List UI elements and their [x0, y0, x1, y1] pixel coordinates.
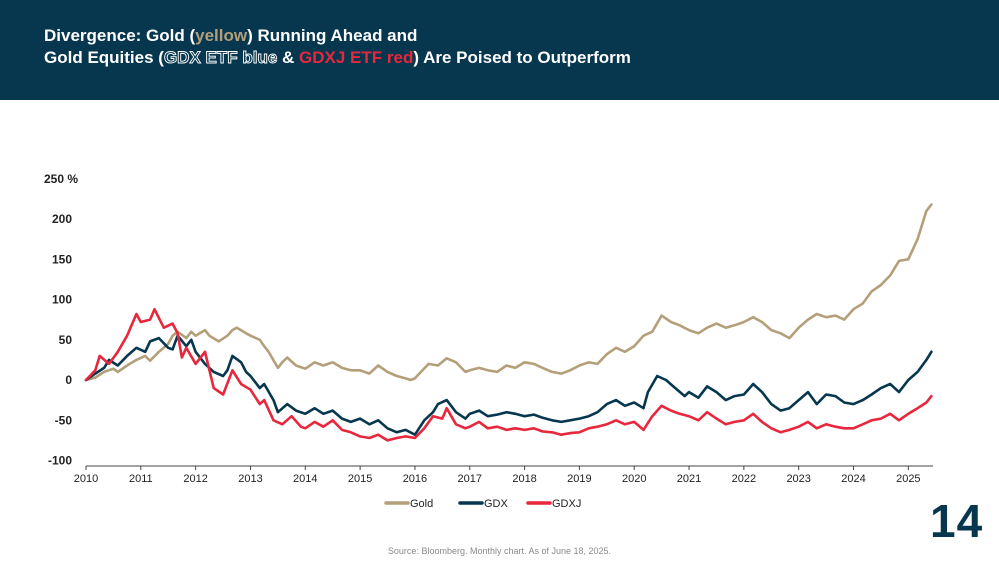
page-number: 14 [930, 495, 984, 547]
series-line-gold [84, 203, 933, 382]
title-gdxj-word: GDXJ ETF red [299, 48, 414, 67]
y-tick-label: -50 [55, 413, 73, 427]
legend-label-gdxj: GDXJ [552, 498, 581, 510]
x-tick-label: 2023 [786, 473, 810, 485]
x-tick-label: 2021 [677, 473, 701, 485]
y-tick-label: 200 [52, 212, 72, 226]
series-line-gdx [84, 334, 933, 436]
title-text: ) Are Poised to Outperform [413, 48, 631, 67]
x-tick-label: 2017 [458, 473, 482, 485]
x-tick-label: 2016 [403, 473, 427, 485]
y-tick-label: 100 [52, 293, 72, 307]
title-text: Gold Equities ( [44, 48, 164, 67]
x-tick-label: 2018 [512, 473, 536, 485]
title-text: Divergence: Gold ( [44, 26, 196, 45]
x-tick-label: 2010 [74, 473, 98, 485]
title-gdx-word: GDX ETF blue [163, 48, 278, 68]
x-tick-label: 2019 [567, 473, 591, 485]
legend: Gold GDX GDXJ [384, 498, 581, 510]
x-tick-label: 2024 [841, 473, 865, 485]
title-line-2: Gold Equities (GDX ETF blue & GDXJ ETF r… [44, 47, 631, 69]
y-tick-label: 50 [59, 333, 73, 347]
x-tick-label: 2022 [732, 473, 756, 485]
y-tick-label: 150 [52, 252, 72, 266]
title-text: ) Running Ahead and [247, 26, 418, 45]
x-tick-label: 2012 [183, 473, 207, 485]
y-tick-label: -100 [48, 454, 72, 468]
x-tick-label: 2015 [348, 473, 372, 485]
y-tick-label: 0 [65, 373, 72, 387]
x-tick-label: 2011 [129, 473, 153, 485]
source-note: Source: Bloomberg. Monthly chart. As of … [387, 546, 612, 556]
legend-label-gdx: GDX [484, 498, 509, 510]
title-text: & [277, 48, 300, 67]
x-tick-label: 2013 [238, 473, 262, 485]
x-tick-label: 2020 [622, 473, 646, 485]
y-tick-label: 250 % [44, 172, 78, 186]
x-tick-label: 2025 [896, 473, 920, 485]
series-line-gdxj [84, 307, 933, 442]
title-gold-word: yellow [195, 26, 248, 45]
x-tick-label: 2014 [293, 473, 317, 485]
legend-label-gold: Gold [410, 498, 433, 510]
title-line-1: Divergence: Gold (yellow) Running Ahead … [44, 25, 631, 47]
header-bar [0, 0, 999, 100]
slide-title: Divergence: Gold (yellow) Running Ahead … [44, 25, 631, 69]
